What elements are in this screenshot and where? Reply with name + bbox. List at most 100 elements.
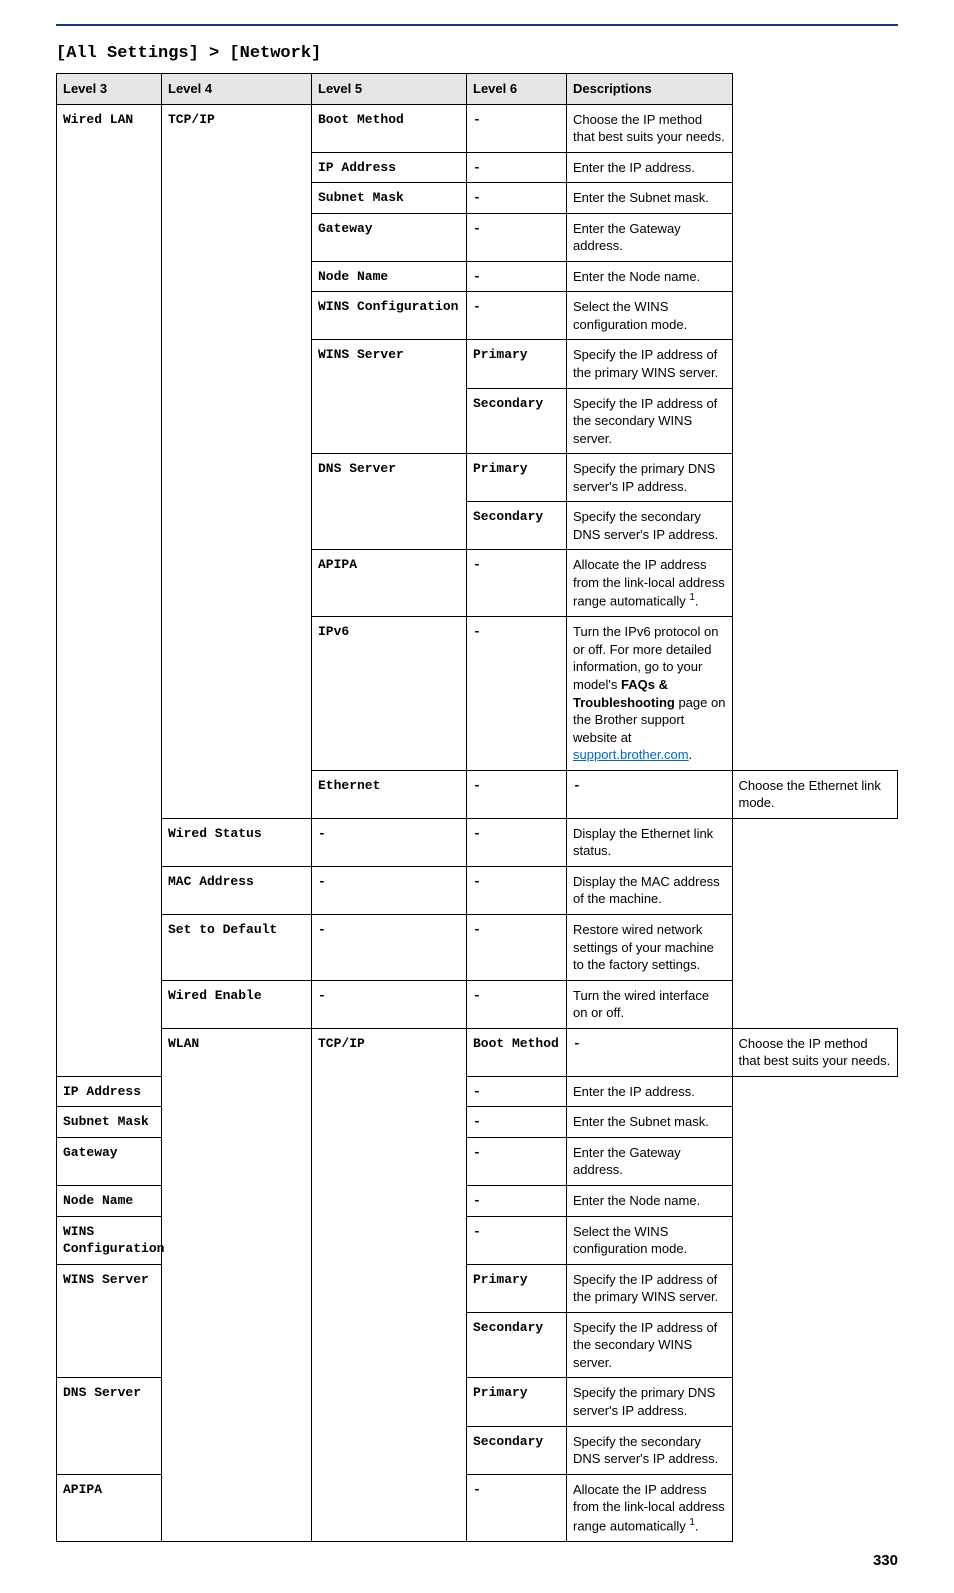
table-row: MAC Address - - Display the MAC address … <box>57 866 898 914</box>
cell-desc: Allocate the IP address from the link-lo… <box>567 1474 733 1541</box>
cell-l5: Node Name <box>312 261 467 292</box>
cell-desc: Specify the IP address of the primary WI… <box>567 340 733 388</box>
cell-l6: Primary <box>467 454 567 502</box>
cell-desc: Turn the wired interface on or off. <box>567 980 733 1028</box>
cell-l6: - <box>567 770 733 818</box>
cell-l4: Ethernet <box>312 770 467 818</box>
cell-l6: Primary <box>467 340 567 388</box>
cell-l6: - <box>467 1107 567 1138</box>
cell-l5: DNS Server <box>57 1378 162 1474</box>
text: Allocate the IP address from the link-lo… <box>573 1482 725 1533</box>
cell-desc: Display the Ethernet link status. <box>567 818 733 866</box>
header-descriptions: Descriptions <box>567 74 733 105</box>
cell-tcpip: TCP/IP <box>162 104 312 818</box>
cell-l6: Secondary <box>467 502 567 550</box>
cell-l5: WINS Configuration <box>312 292 467 340</box>
cell-l5: - <box>312 818 467 866</box>
header-level5: Level 5 <box>312 74 467 105</box>
header-level6: Level 6 <box>467 74 567 105</box>
cell-desc: Select the WINS configuration mode. <box>567 1216 733 1264</box>
cell-l5: Boot Method <box>312 104 467 152</box>
cell-l5: APIPA <box>57 1474 162 1541</box>
cell-l6: - <box>567 1028 733 1076</box>
page-number: 330 <box>56 1552 898 1569</box>
top-rule <box>56 24 898 26</box>
text: . <box>689 747 693 762</box>
cell-l5: Subnet Mask <box>312 183 467 214</box>
cell-desc: Enter the Node name. <box>567 261 733 292</box>
cell-l4: Set to Default <box>162 915 312 981</box>
cell-l5: DNS Server <box>312 454 467 550</box>
text: . <box>695 594 699 609</box>
cell-desc: Specify the IP address of the secondary … <box>567 1312 733 1378</box>
cell-l5: Gateway <box>312 213 467 261</box>
settings-table: Level 3 Level 4 Level 5 Level 6 Descript… <box>56 73 898 1542</box>
cell-l6: - <box>467 550 567 617</box>
table-row: Wired Status - - Display the Ethernet li… <box>57 818 898 866</box>
cell-l4: Wired Enable <box>162 980 312 1028</box>
cell-l4: MAC Address <box>162 866 312 914</box>
cell-l5: - <box>312 866 467 914</box>
cell-l6: - <box>467 152 567 183</box>
cell-desc: Specify the IP address of the primary WI… <box>567 1264 733 1312</box>
cell-desc: Choose the IP method that best suits you… <box>567 104 733 152</box>
cell-desc: Restore wired network settings of your m… <box>567 915 733 981</box>
cell-desc: Select the WINS configuration mode. <box>567 292 733 340</box>
cell-desc: Enter the Subnet mask. <box>567 183 733 214</box>
cell-l6: - <box>467 617 567 770</box>
cell-l6: - <box>467 213 567 261</box>
cell-desc: Choose the Ethernet link mode. <box>732 770 898 818</box>
section-title: [All Settings] > [Network] <box>56 44 898 63</box>
table-row: WLAN TCP/IP Boot Method - Choose the IP … <box>57 1028 898 1076</box>
cell-l6: - <box>467 183 567 214</box>
cell-l5: IPv6 <box>312 617 467 770</box>
cell-l4: Wired Status <box>162 818 312 866</box>
cell-l6: - <box>467 980 567 1028</box>
cell-l6: - <box>467 1186 567 1217</box>
cell-desc: Enter the IP address. <box>567 152 733 183</box>
header-level3: Level 3 <box>57 74 162 105</box>
cell-l6: - <box>467 1474 567 1541</box>
cell-wlan: WLAN <box>162 1028 312 1541</box>
support-link[interactable]: support.brother.com <box>573 747 689 762</box>
cell-l6: Secondary <box>467 388 567 454</box>
cell-tcpip: TCP/IP <box>312 1028 467 1541</box>
cell-l6: - <box>467 261 567 292</box>
cell-l6: - <box>467 915 567 981</box>
text: . <box>695 1518 699 1533</box>
table-row: Wired Enable - - Turn the wired interfac… <box>57 980 898 1028</box>
cell-l6: - <box>467 1216 567 1264</box>
cell-desc: Choose the IP method that best suits you… <box>732 1028 898 1076</box>
cell-l5: - <box>467 770 567 818</box>
cell-l6: - <box>467 1076 567 1107</box>
cell-l5: Boot Method <box>467 1028 567 1076</box>
cell-l5: Subnet Mask <box>57 1107 162 1138</box>
cell-desc: Display the MAC address of the machine. <box>567 866 733 914</box>
cell-desc: Enter the Subnet mask. <box>567 1107 733 1138</box>
cell-desc: Enter the IP address. <box>567 1076 733 1107</box>
cell-l6: Primary <box>467 1378 567 1426</box>
cell-desc: Specify the primary DNS server's IP addr… <box>567 1378 733 1426</box>
cell-desc: Turn the IPv6 protocol on or off. For mo… <box>567 617 733 770</box>
table-row: Set to Default - - Restore wired network… <box>57 915 898 981</box>
cell-desc: Specify the primary DNS server's IP addr… <box>567 454 733 502</box>
cell-desc: Specify the secondary DNS server's IP ad… <box>567 502 733 550</box>
cell-l6: Secondary <box>467 1312 567 1378</box>
cell-desc: Enter the Node name. <box>567 1186 733 1217</box>
cell-l5: Node Name <box>57 1186 162 1217</box>
cell-l6: - <box>467 818 567 866</box>
cell-wired-lan: Wired LAN <box>57 104 162 1076</box>
cell-l5: WINS Server <box>57 1264 162 1378</box>
cell-desc: Specify the secondary DNS server's IP ad… <box>567 1426 733 1474</box>
cell-desc: Allocate the IP address from the link-lo… <box>567 550 733 617</box>
cell-l5: IP Address <box>312 152 467 183</box>
cell-l5: APIPA <box>312 550 467 617</box>
cell-l5: WINS Server <box>312 340 467 454</box>
cell-l6: Secondary <box>467 1426 567 1474</box>
cell-l6: Primary <box>467 1264 567 1312</box>
cell-desc: Enter the Gateway address. <box>567 1137 733 1185</box>
cell-l5: IP Address <box>57 1076 162 1107</box>
cell-l5: WINS Configuration <box>57 1216 162 1264</box>
cell-l5: - <box>312 980 467 1028</box>
cell-l6: - <box>467 104 567 152</box>
